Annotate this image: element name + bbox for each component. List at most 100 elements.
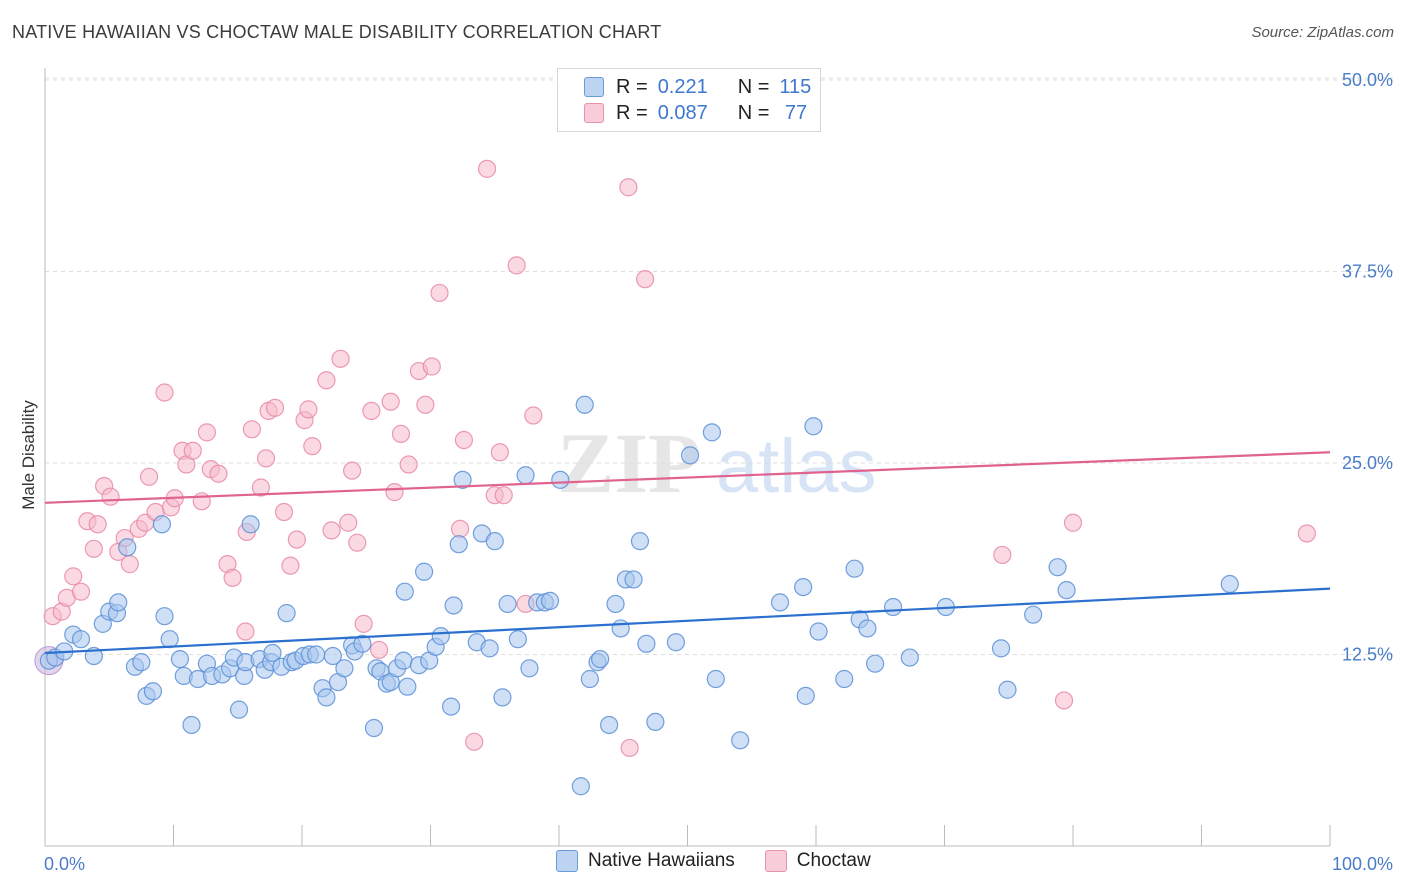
native-hawaiian-point (449, 535, 468, 554)
native-hawaiian-point (706, 669, 725, 689)
native-hawaiian-point (307, 645, 326, 664)
legend-item-choctaw: Choctaw (764, 850, 871, 872)
choctaw-point (281, 556, 300, 575)
native-hawaiian-point (731, 731, 750, 750)
choctaw-point (348, 533, 367, 552)
choctaw-point (381, 392, 400, 411)
native-hawaiian-point (998, 680, 1017, 699)
choctaw-point (1297, 524, 1316, 543)
choctaw-point (524, 406, 543, 425)
choctaw-point (64, 567, 83, 586)
native-hawaiian-point (444, 596, 463, 615)
choctaw-point (362, 401, 381, 421)
native-hawaiian-point (630, 532, 650, 551)
native-hawaiian-point (540, 591, 560, 610)
choctaw-point (422, 357, 441, 376)
choctaw-point (430, 283, 449, 303)
native-hawaiian-point (498, 594, 517, 614)
legend-label-choctaw: Choctaw (796, 850, 871, 871)
legend-row-choctaw: R = 0.087 N = 77 (584, 100, 807, 126)
native-hawaiian-point (702, 423, 722, 442)
series-legend: Native Hawaiians Choctaw (556, 850, 901, 872)
native-hawaiian-point (680, 446, 700, 465)
choctaw-point (416, 395, 435, 414)
choctaw-point (343, 461, 362, 480)
native-hawaiian-point (591, 649, 610, 669)
choctaw-point (494, 486, 513, 505)
native-hawaiian-point (883, 597, 903, 617)
y-tick-label: 12.5% (1342, 645, 1393, 665)
choctaw-point (71, 582, 91, 601)
native-hawaiian-point (508, 630, 527, 649)
native-hawaiian-point (441, 697, 461, 716)
choctaw-point (183, 441, 202, 460)
choctaw-point (619, 178, 638, 197)
native-hawaiian-point (431, 627, 450, 646)
gridlines (45, 77, 1393, 655)
choctaw-point (477, 159, 497, 178)
legend-swatch-pink (584, 103, 604, 123)
native-hawaiian-point (132, 653, 151, 672)
choctaw-point (339, 513, 358, 532)
y-axis-title: Male Disability (19, 400, 38, 510)
native-hawaiian-point (770, 593, 790, 612)
native-hawaiian-point (414, 562, 434, 581)
choctaw-point (322, 521, 341, 540)
native-hawaiian-point (1048, 558, 1067, 577)
choctaw-point (317, 371, 336, 390)
legend-r-value: 0.087 (657, 101, 708, 124)
legend-n-label: N = (737, 101, 770, 124)
native-hawaiian-point (170, 649, 190, 669)
choctaw-point (84, 539, 103, 558)
native-hawaiian-point (551, 470, 570, 489)
choctaw-point (223, 568, 242, 588)
legend-n-value: 77 (779, 101, 808, 124)
native-hawaiian-point (317, 688, 336, 707)
native-hawaiian-point (160, 630, 179, 649)
choctaw-point (465, 732, 484, 751)
native-hawaiian-point (866, 654, 885, 673)
choctaw-point (256, 449, 276, 468)
watermark-atlas: atlas (716, 424, 877, 509)
legend-swatch-blue (584, 77, 604, 97)
native-hawaiian-point (516, 466, 535, 485)
legend-swatch-blue (556, 850, 578, 872)
legend-n-value: 115 (779, 75, 812, 98)
choctaw-point (399, 455, 418, 474)
choctaw-point (391, 424, 411, 443)
native-hawaiian-point (835, 669, 854, 689)
native-hawaiian-point (109, 593, 128, 612)
native-hawaiian-point (229, 700, 249, 719)
native-hawaiian-point (335, 659, 354, 678)
y-tick-label: 50.0% (1342, 70, 1393, 90)
native-hawaiian-point (71, 630, 91, 649)
native-hawaiian-point (1024, 605, 1043, 624)
choctaw-point (370, 640, 389, 660)
choctaw-point (303, 437, 322, 456)
choctaw-point (490, 443, 509, 462)
choctaw-point (88, 515, 107, 534)
native-hawaiian-point (241, 515, 260, 534)
native-hawaiian-point (845, 559, 864, 578)
choctaw-point (1054, 691, 1074, 710)
y-tick-label: 37.5% (1342, 262, 1393, 282)
legend-r-value: 0.221 (657, 75, 708, 98)
choctaw-point (139, 467, 159, 486)
legend-label-native-hawaiians: Native Hawaiians (588, 850, 735, 871)
native-hawaiian-point (395, 582, 414, 601)
native-hawaiian-point (394, 651, 413, 670)
choctaw-point (265, 398, 285, 417)
legend-swatch-pink (764, 850, 787, 872)
chart-title: NATIVE HAWAIIAN VS CHOCTAW MALE DISABILI… (12, 22, 662, 42)
native-hawaiian-point (804, 417, 823, 436)
choctaw-point (299, 400, 318, 419)
legend-n-label: N = (737, 75, 770, 98)
native-hawaiian-point (143, 682, 163, 701)
trend-lines (44, 451, 1331, 655)
y-tick-label: 25.0% (1342, 453, 1393, 473)
x-tick-label-min: 0.0% (44, 854, 85, 874)
choctaw-point (354, 614, 373, 633)
choctaw-point (236, 622, 255, 641)
choctaw-point (120, 555, 139, 574)
